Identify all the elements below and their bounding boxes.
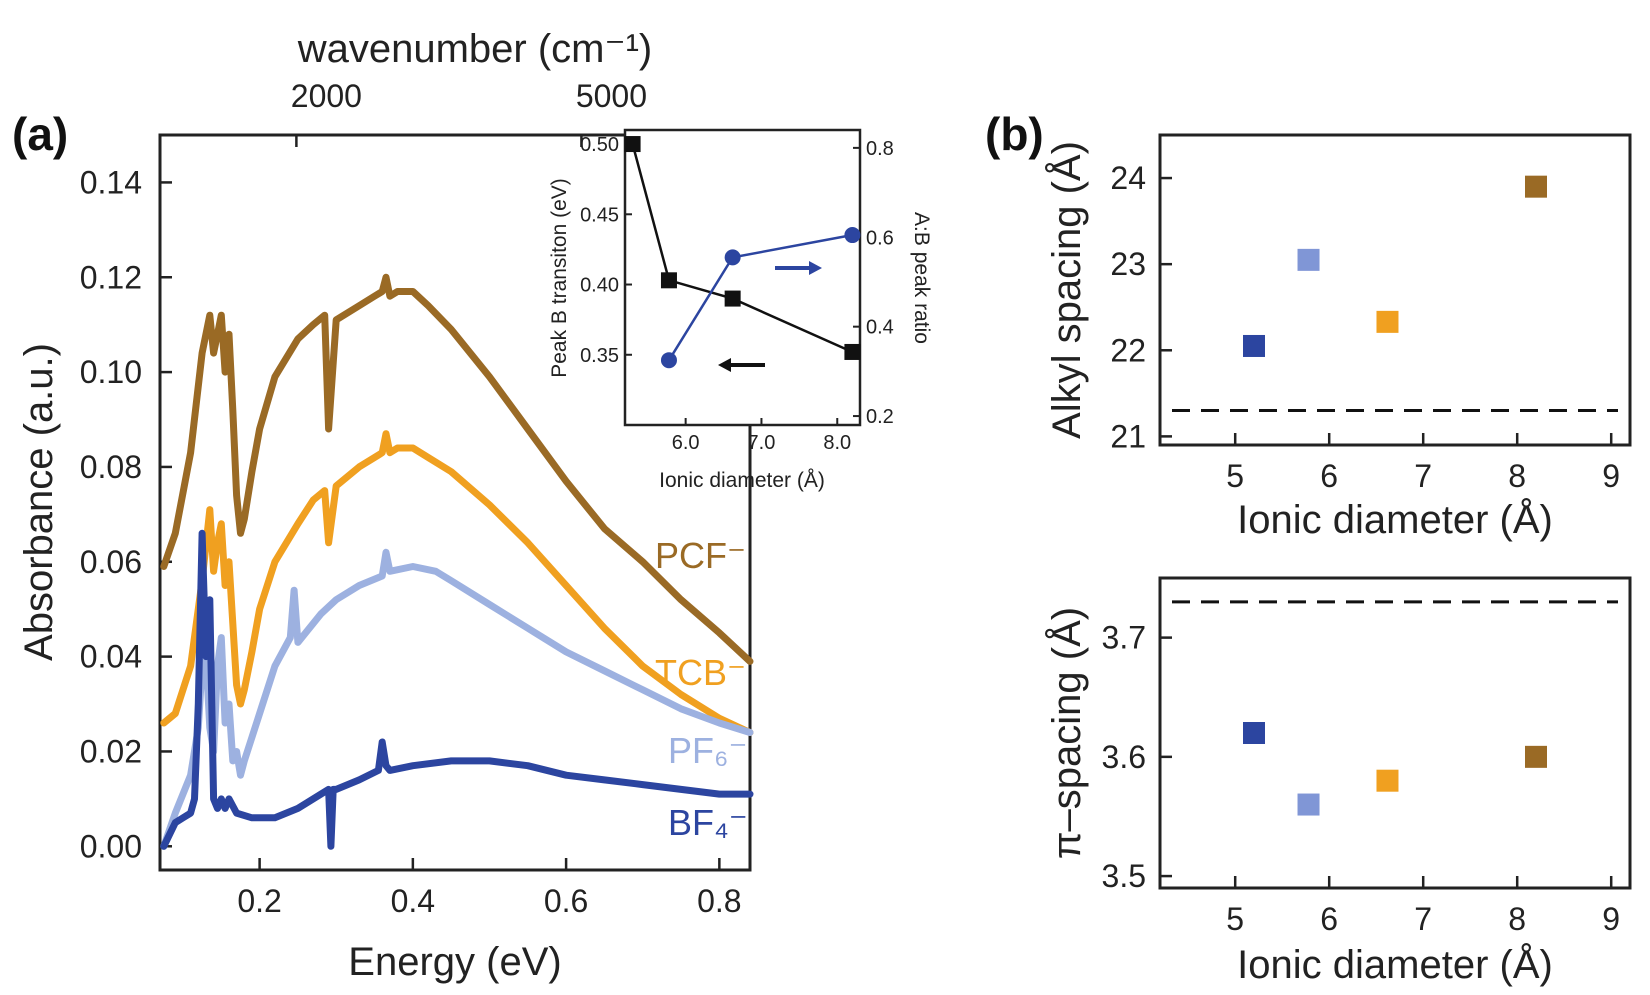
- inset-marker-0-3: [844, 343, 861, 360]
- pi-x-tick-label-0: 5: [1226, 901, 1244, 937]
- label-tcb: TCB⁻: [655, 652, 746, 693]
- y-tick-label-5: 0.10: [80, 354, 142, 390]
- inset-x-title: Ionic diameter (Å): [659, 469, 825, 492]
- alkyl-point-2: [1376, 310, 1399, 333]
- pi-y-tick-label-0: 3.5: [1102, 858, 1146, 894]
- y-tick-label-2: 0.04: [80, 639, 142, 675]
- inset-yr-tick-label-2: 0.6: [866, 227, 894, 249]
- alkyl-x-tick-label-2: 7: [1414, 458, 1432, 494]
- x-tick-label-1: 0.4: [391, 883, 435, 919]
- inset-frame: [623, 128, 862, 427]
- panel-b-alkyl-y-title: Alkyl spacing (Å): [1044, 141, 1089, 439]
- pi-point-1: [1297, 793, 1320, 816]
- series-line-0: [160, 273, 754, 665]
- inset-ticks: 6.0 7.0 8.0 0.35 0.40 0.45 0.50 0.2 0.4 0.6 0.8: [580, 134, 894, 454]
- panel-b-alkyl-points: [1172, 175, 1618, 413]
- pi-x-tick-label-2: 7: [1414, 901, 1432, 937]
- alkyl-point-1: [1297, 248, 1320, 271]
- pi-point-3: [1525, 745, 1547, 768]
- y-tick-label-0: 0.00: [80, 828, 142, 864]
- panel-b-pi-plot: 5 6 7 8 9 3.5 3.6 3.7 Ionic diameter (Å) π–spac…: [1044, 576, 1632, 987]
- series-line-2: [160, 548, 754, 850]
- series-line-1: [160, 430, 754, 736]
- pi-point-0: [1243, 722, 1265, 744]
- pi-point-2: [1376, 769, 1399, 792]
- pi-x-tick-label-4: 9: [1602, 901, 1620, 937]
- pi-x-tick-label-1: 6: [1320, 901, 1338, 937]
- top-tick-label-1: 5000: [576, 78, 647, 114]
- y-tick-label-6: 0.12: [80, 259, 142, 295]
- panel-b-pi-y-title: π–spacing (Å): [1044, 607, 1089, 859]
- label-pcf: PCF⁻: [655, 535, 746, 576]
- inset-marker-0-2: [724, 290, 741, 307]
- alkyl-point-3: [1525, 175, 1547, 198]
- x-tick-label-0: 0.2: [237, 883, 281, 919]
- alkyl-x-tick-label-0: 5: [1226, 458, 1244, 494]
- label-pf6: PF₆⁻: [668, 730, 748, 771]
- panel-label-b: (b): [985, 108, 1044, 160]
- inset-arrow-right-head: [809, 261, 822, 275]
- panel-a-y-title: Absorbance (a.u.): [17, 343, 61, 661]
- alkyl-y-tick-label-1: 22: [1110, 332, 1146, 368]
- label-bf4: BF₄⁻: [668, 802, 748, 843]
- panel-b-pi-x-title: Ionic diameter (Å): [1237, 942, 1553, 987]
- panel-a-top-title: wavenumber (cm⁻¹): [297, 27, 653, 71]
- panel-b-alkyl-ticks: 5 6 7 8 9 21 22 23 24: [1110, 160, 1620, 494]
- panel-b-alkyl-x-title: Ionic diameter (Å): [1237, 497, 1553, 542]
- panel-a-plot: 0.2 0.4 0.6 0.8 0.00 0.02 0.04 0.06 0.08 0.10 0.12…: [17, 27, 933, 984]
- y-tick-label-4: 0.08: [80, 449, 142, 485]
- inset-marker-1-1: [724, 249, 741, 266]
- inset-x-tick-label-2: 8.0: [823, 432, 851, 454]
- panel-b-pi-frame: [1158, 576, 1632, 890]
- inset-yl-tick-label-2: 0.45: [580, 204, 619, 226]
- panel-a-series: [160, 273, 754, 850]
- series-line-3: [160, 529, 754, 850]
- inset-plot: 6.0 7.0 8.0 0.35 0.40 0.45 0.50 0.2 0.4 0.6 0.8 Io…: [548, 128, 933, 492]
- inset-arrow-left-head: [718, 358, 731, 372]
- alkyl-y-tick-label-0: 21: [1110, 418, 1146, 454]
- alkyl-point-0: [1243, 334, 1265, 357]
- panel-b-alkyl-plot: 5 6 7 8 9 21 22 23 24 Ionic diameter (Å) Alkyl s…: [1044, 133, 1632, 542]
- inset-marker-0-1: [660, 272, 677, 289]
- pi-x-tick-label-3: 8: [1508, 901, 1526, 937]
- alkyl-y-tick-label-3: 24: [1110, 160, 1146, 196]
- inset-yr-tick-label-1: 0.4: [866, 317, 894, 339]
- inset-y-left-title: Peak B transiton (eV): [548, 178, 571, 378]
- x-tick-label-2: 0.6: [544, 883, 588, 919]
- panel-a-x-title: Energy (eV): [348, 940, 561, 984]
- inset-series: [624, 136, 861, 369]
- panel-b-pi-ticks: 5 6 7 8 9 3.5 3.6 3.7: [1102, 620, 1621, 937]
- inset-yr-tick-label-0: 0.2: [866, 406, 894, 428]
- y-tick-label-1: 0.02: [80, 733, 142, 769]
- inset-y-right-title: A:B peak ratio: [910, 212, 933, 344]
- inset-x-tick-label-1: 7.0: [748, 432, 776, 454]
- alkyl-x-tick-label-3: 8: [1508, 458, 1526, 494]
- y-tick-label-7: 0.14: [80, 164, 142, 200]
- inset-marker-1-2: [844, 227, 861, 244]
- inset-yl-tick-label-0: 0.35: [580, 345, 619, 367]
- pi-y-tick-label-1: 3.6: [1102, 739, 1146, 775]
- panel-b-pi-points: [1172, 600, 1618, 816]
- top-tick-label-0: 2000: [291, 78, 362, 114]
- inset-yr-tick-label-3: 0.8: [866, 138, 894, 160]
- panel-a-ticks: 0.2 0.4 0.6 0.8 0.00 0.02 0.04 0.06 0.08 0.10 0.12…: [80, 78, 742, 919]
- panel-label-a: (a): [12, 108, 68, 160]
- y-tick-label-3: 0.06: [80, 544, 142, 580]
- inset-background: [625, 130, 860, 425]
- inset-yl-tick-label-1: 0.40: [580, 275, 619, 297]
- inset-x-tick-label-0: 6.0: [672, 432, 700, 454]
- panel-b-alkyl-frame: [1158, 133, 1632, 447]
- pi-y-tick-label-2: 3.7: [1102, 620, 1146, 656]
- inset-marker-0-0: [624, 136, 641, 153]
- alkyl-y-tick-label-2: 23: [1110, 246, 1146, 282]
- alkyl-x-tick-label-4: 9: [1602, 458, 1620, 494]
- inset-marker-1-0: [660, 352, 677, 369]
- inset-yl-tick-label-3: 0.50: [580, 134, 619, 156]
- inset-line-0: [631, 143, 853, 354]
- alkyl-x-tick-label-1: 6: [1320, 458, 1338, 494]
- x-tick-label-3: 0.8: [697, 883, 741, 919]
- panel-a-frame: [158, 133, 752, 872]
